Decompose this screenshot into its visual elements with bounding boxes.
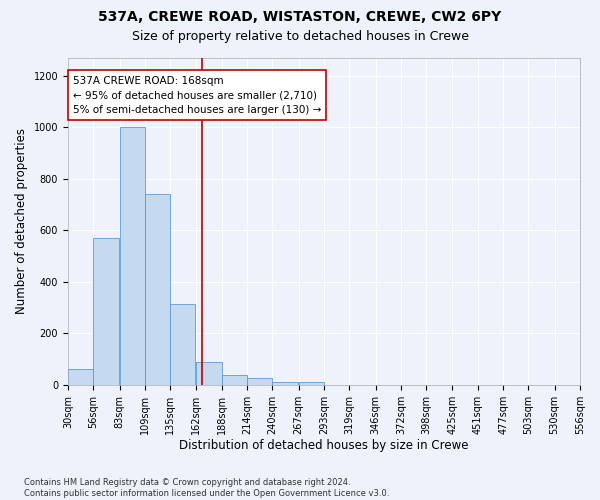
Bar <box>222 375 247 385</box>
Bar <box>196 362 222 385</box>
Bar <box>119 127 145 385</box>
Y-axis label: Number of detached properties: Number of detached properties <box>15 128 28 314</box>
Bar <box>145 194 170 385</box>
Bar <box>93 238 119 385</box>
Text: Contains HM Land Registry data © Crown copyright and database right 2024.
Contai: Contains HM Land Registry data © Crown c… <box>24 478 389 498</box>
X-axis label: Distribution of detached houses by size in Crewe: Distribution of detached houses by size … <box>179 440 469 452</box>
Bar <box>272 382 298 385</box>
Text: 537A CREWE ROAD: 168sqm
← 95% of detached houses are smaller (2,710)
5% of semi-: 537A CREWE ROAD: 168sqm ← 95% of detache… <box>73 76 321 115</box>
Bar <box>247 378 272 385</box>
Bar <box>299 382 324 385</box>
Text: Size of property relative to detached houses in Crewe: Size of property relative to detached ho… <box>131 30 469 43</box>
Text: 537A, CREWE ROAD, WISTASTON, CREWE, CW2 6PY: 537A, CREWE ROAD, WISTASTON, CREWE, CW2 … <box>98 10 502 24</box>
Bar <box>68 370 93 385</box>
Bar <box>170 304 196 385</box>
